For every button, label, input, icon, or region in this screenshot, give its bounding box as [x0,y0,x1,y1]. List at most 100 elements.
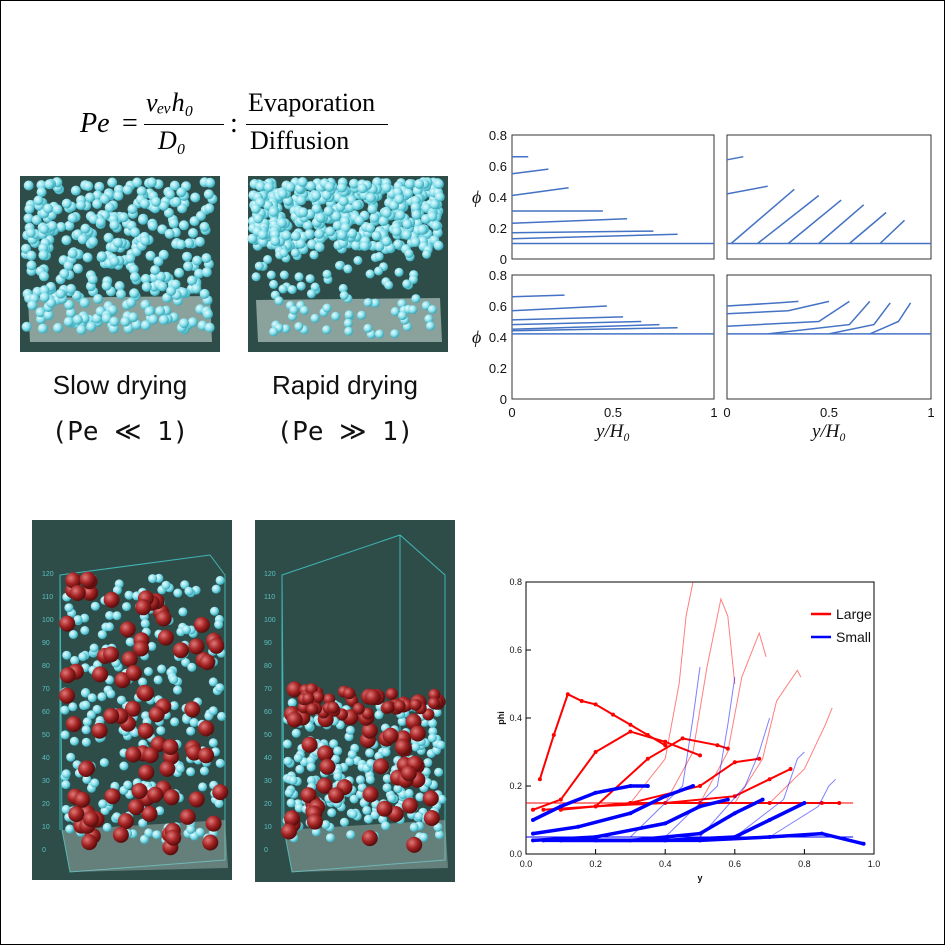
phi-series-Large-thin4 [734,669,802,804]
particle-sphere [26,260,37,271]
particle-sphere [59,268,70,279]
particle-sphere [140,273,151,284]
small-particle-sphere [198,782,208,792]
profile-series-s1 [726,155,744,161]
small-particle-sphere [80,613,90,623]
particle-sphere [184,238,195,249]
particle-sphere [153,256,164,267]
particle-sphere [279,248,289,258]
small-particle-sphere [286,798,296,808]
large-particle-sphere [199,654,216,671]
phi-series-Small-thin1 [630,666,701,838]
small-particle-sphere [414,811,424,821]
legend-label-large: Large [836,606,872,622]
particle-sphere [187,275,197,286]
particle-sphere [408,305,418,315]
small-particle-sphere [152,830,162,840]
small-particle-sphere [428,726,438,736]
small-particle-sphere [173,588,183,598]
phi-point-Large-t2 [593,750,598,754]
large-particle-sphere [385,687,398,700]
caption-slow-condition: (Pe ≪ 1) [51,417,189,447]
large-particle-sphere [193,616,210,633]
particle-sphere [43,203,54,214]
particle-sphere [305,274,315,284]
profile-series-s2 [726,300,830,315]
x-tick-label: 0 [508,405,515,420]
small-particle-sphere [80,626,90,635]
small-particle-sphere [105,622,114,632]
particle-sphere [306,181,316,192]
small-particle-sphere [329,739,339,749]
particle-sphere [337,230,348,241]
particle-sphere [150,265,161,276]
small-particle-sphere [208,738,218,748]
particle-sphere [138,214,148,225]
particle-sphere [128,312,139,323]
large-particle-sphere [103,707,120,724]
large-particle-sphere [317,745,334,762]
particle-sphere [87,274,98,285]
particle-sphere [390,307,400,316]
x-tick-label: 0.5 [604,405,622,420]
particle-sphere [101,313,112,324]
particle-sphere [132,177,143,188]
particle-sphere [176,187,187,198]
small-particle-sphere [117,695,126,705]
y-tick-label: 0.6 [489,159,507,174]
x-tick-label: 0.5 [820,405,838,420]
small-particle-sphere [365,748,375,758]
large-particle-sphere [188,791,205,808]
large-particle-sphere [147,786,164,803]
particle-sphere [84,192,95,203]
small-particle-sphere [148,574,158,584]
small-particle-sphere [333,746,343,756]
phi-point-Small-t6 [593,838,598,843]
small-particle-sphere [97,692,107,702]
small-particle-sphere [374,710,384,720]
small-particle-sphere [138,818,148,828]
particle-sphere [144,306,155,317]
particle-sphere [417,224,428,235]
small-particle-sphere [80,688,90,698]
y-tick-label: 0.8 [489,128,507,143]
small-particle-sphere [393,784,403,794]
particle-sphere [92,199,103,209]
particle-sphere [61,198,72,209]
particle-sphere [310,313,320,323]
particle-sphere [315,212,326,223]
phi-series-Large-thin2 [664,597,736,804]
particle-sphere [257,229,268,240]
large-particle-sphere [112,826,129,843]
x-tick-label: 1 [710,405,717,420]
small-particle-sphere [186,767,196,777]
particle-sphere [402,279,412,289]
formula-diffusion: Diffusion [250,126,350,155]
sim-axis-label: 100 [42,617,54,624]
profile-series-s3 [726,300,850,327]
particle-sphere [359,241,370,251]
particle-sphere [410,237,421,248]
particle-sphere [38,243,49,254]
small-particle-sphere [144,828,154,838]
particle-sphere [304,229,315,240]
large-particle-sphere [125,746,142,763]
small-particle-sphere [102,822,112,832]
particle-sphere [411,209,422,220]
profile-series-s6 [511,326,678,332]
sim-axis-label: 70 [264,686,272,693]
particle-sphere [403,188,414,199]
phi-point-Large-t5 [767,777,772,782]
profile-series-s4 [511,320,642,326]
phi-point-Large-t2 [628,729,633,734]
particle-sphere [344,326,354,336]
profile-series-s5 [511,217,628,225]
particle-sphere [294,272,304,282]
small-particle-sphere [186,824,196,834]
sim-axis-label: 110 [264,594,275,601]
particle-sphere [347,228,358,239]
particle-sphere [395,210,406,221]
large-particle-sphere [376,800,393,817]
large-particle-sphere [212,784,229,801]
large-particle-sphere [103,646,120,663]
